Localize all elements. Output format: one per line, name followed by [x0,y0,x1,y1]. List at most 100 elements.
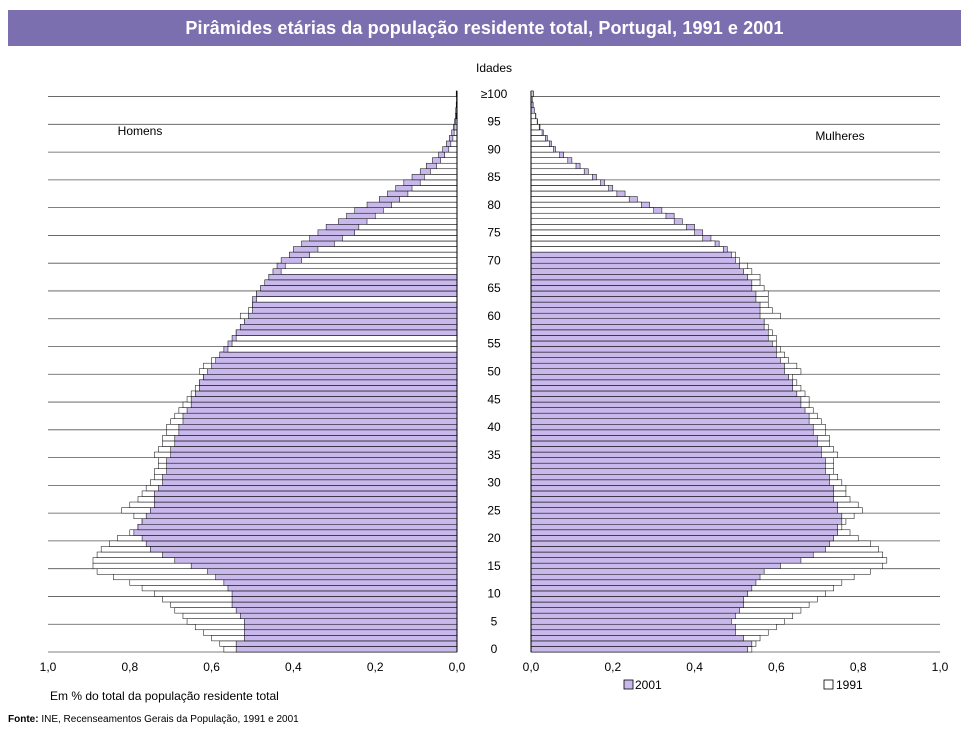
bar-mulheres-2001 [530,385,794,392]
bar-mulheres-2001 [530,640,753,647]
bar-mulheres-1991 [530,224,687,231]
bar-mulheres-1991 [530,151,560,158]
bar-mulheres-2001 [530,451,822,458]
x-tick-label-left: 1,0 [40,660,57,674]
bar-mulheres-1991 [530,157,569,164]
bar-mulheres-2001 [530,557,802,564]
bar-homens-2001 [223,579,458,586]
bar-mulheres-2001 [530,340,773,347]
bar-mulheres-1991 [530,229,695,236]
bar-mulheres-1991 [530,235,704,242]
bar-homens-2001 [215,573,458,581]
bar-homens-1991 [430,168,458,175]
bar-mulheres-1991 [530,212,667,220]
bar-mulheres-2001 [530,296,757,303]
bar-mulheres-2001 [530,401,802,408]
bar-mulheres-2001 [530,507,838,514]
bar-homens-2001 [166,457,458,464]
source-note: Fonte: INE, Recenseamentos Gerais da Pop… [8,714,299,725]
age-tick-label: 30 [487,476,501,490]
age-tick-label: 50 [487,365,501,379]
bar-mulheres-2001 [530,623,736,631]
bar-homens-2001 [154,490,458,497]
bar-mulheres-2001 [530,585,753,592]
bar-homens-2001 [264,279,458,286]
bar-mulheres-2001 [530,390,798,397]
legend-label-2001: 2001 [635,678,662,692]
bar-homens-1991 [391,201,458,208]
age-tick-label: 60 [487,309,501,323]
bar-mulheres-2001 [530,351,777,358]
bar-homens-1991 [411,185,458,192]
bar-homens-2001 [203,374,458,381]
bar-homens-1991 [334,240,458,247]
x-tick-label-right: 0,8 [850,660,867,674]
bar-homens-1991 [452,135,458,142]
bar-mulheres-2001 [530,601,744,608]
bar-mulheres-2001 [530,379,794,386]
bar-mulheres-2001 [530,646,749,653]
age-tick-label: 70 [487,253,501,267]
bar-mulheres-2001 [530,407,806,414]
bar-homens-1991 [358,224,458,231]
bar-homens-2001 [244,629,458,636]
bar-mulheres-2001 [530,629,736,636]
source-text: INE, Recenseamentos Gerais da População,… [38,714,299,725]
bar-homens-1991 [407,190,458,197]
bar-homens-2001 [199,379,458,386]
bar-homens-1991 [399,196,458,203]
bar-mulheres-1991 [530,196,630,203]
bar-homens-2001 [211,362,458,369]
bar-mulheres-2001 [530,257,736,264]
bar-mulheres-1991 [530,168,585,175]
bar-homens-2001 [162,551,458,558]
bar-mulheres-1991 [530,174,593,181]
bar-homens-2001 [158,485,458,492]
bar-homens-2001 [145,540,458,547]
bar-homens-1991 [317,246,458,253]
bar-homens-1991 [309,251,458,258]
bar-mulheres-2001 [530,335,769,342]
left-panel-label: Homens [118,124,163,138]
bar-homens-1991 [436,162,458,170]
bar-mulheres-2001 [530,324,765,331]
x-tick-label-left: 0,2 [367,660,384,674]
source-label: Fonte: [8,714,39,725]
bar-mulheres-2001 [530,329,769,336]
bar-homens-2001 [190,401,458,408]
bar-homens-1991 [280,268,458,275]
bar-mulheres-2001 [530,446,822,453]
bar-mulheres-2001 [530,540,830,547]
bar-homens-2001 [235,329,458,336]
x-axis-label: Em % do total da população residente tot… [50,689,279,703]
bar-homens-2001 [154,501,458,508]
bar-homens-2001 [150,507,458,514]
bar-homens-2001 [207,568,458,575]
bar-homens-2001 [239,324,458,331]
bar-mulheres-1991 [530,185,609,192]
bar-homens-2001 [207,368,458,375]
bar-homens-1991 [256,296,458,303]
age-tick-label: 45 [487,392,501,406]
bar-homens-1991 [284,262,458,269]
age-tick-label: 65 [487,281,501,295]
age-tick-label: 85 [487,170,501,184]
x-tick-label-left: 0,0 [449,660,466,674]
x-tick-label-left: 0,4 [285,660,302,674]
bar-homens-2001 [194,390,458,397]
bar-mulheres-2001 [530,457,826,464]
age-tick-label: 25 [487,503,501,517]
bar-mulheres-2001 [530,374,789,381]
x-tick-label-left: 0,6 [203,660,220,674]
bar-homens-2001 [154,496,458,503]
bar-mulheres-2001 [530,312,761,319]
bar-homens-2001 [137,523,458,531]
bar-mulheres-1991 [530,140,550,147]
bar-mulheres-2001 [530,529,838,536]
bar-homens-2001 [166,468,458,475]
age-tick-label: 35 [487,448,501,462]
bar-homens-2001 [174,435,458,442]
bar-homens-2001 [252,307,458,314]
bar-mulheres-2001 [530,279,753,286]
bar-mulheres-2001 [530,268,744,275]
